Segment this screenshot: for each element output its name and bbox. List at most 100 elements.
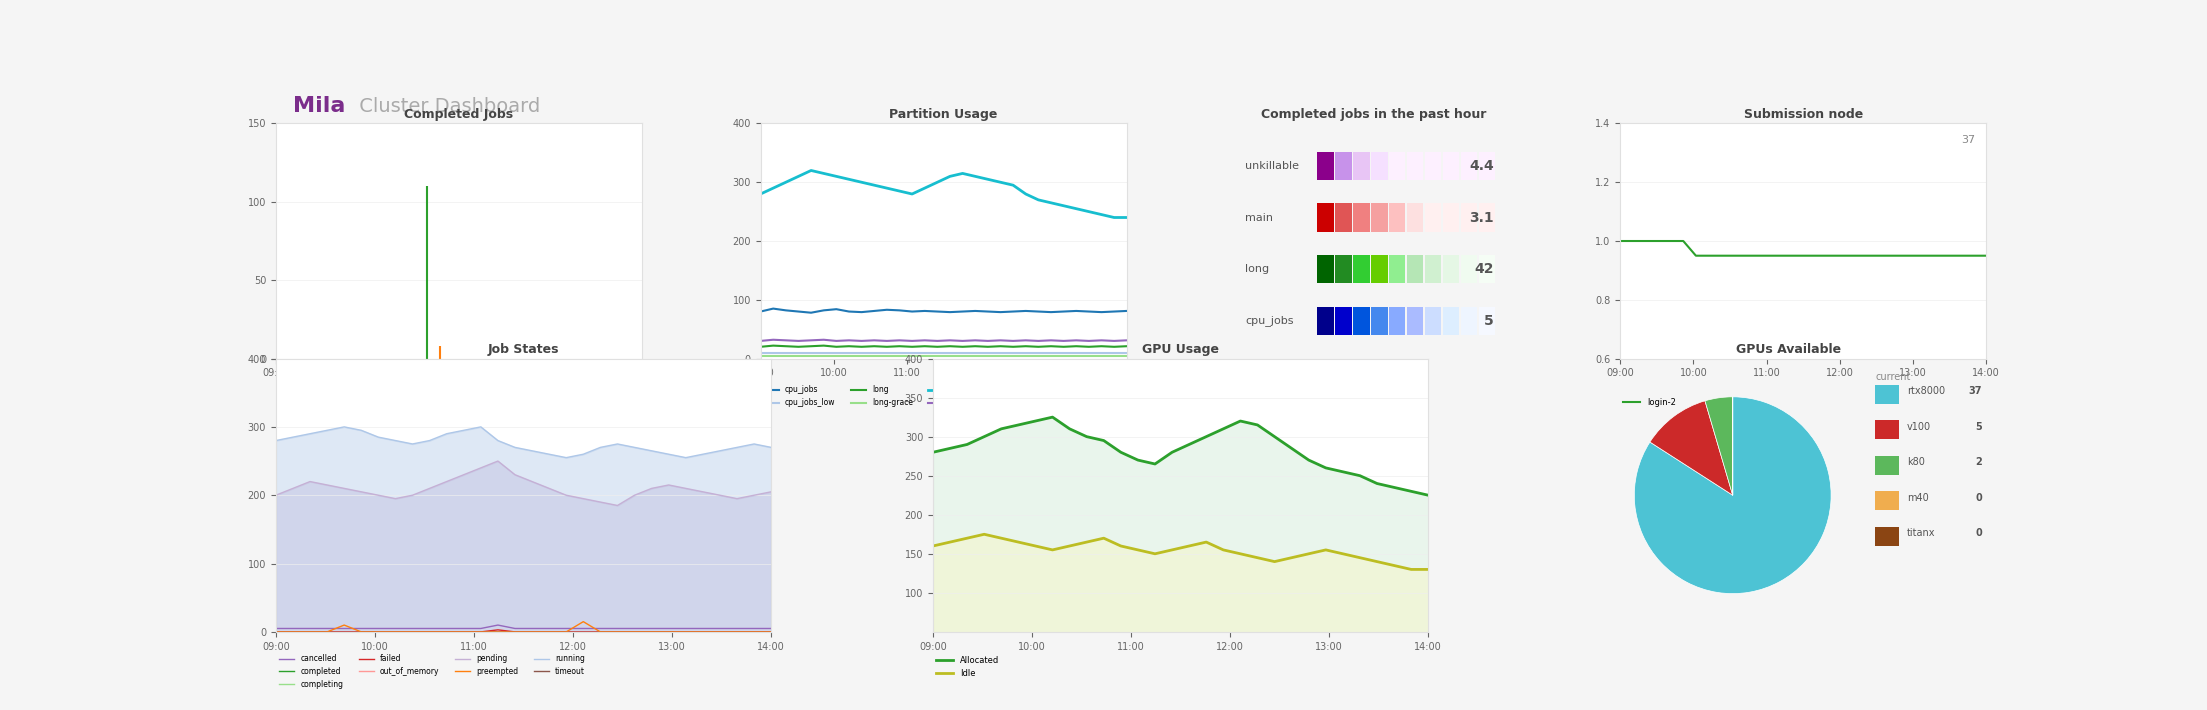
FancyBboxPatch shape: [1353, 255, 1371, 283]
cpu_jobs_low: [925, 349, 951, 357]
FancyBboxPatch shape: [1443, 307, 1459, 335]
completing: [587, 628, 614, 636]
login-2: [1847, 251, 1874, 260]
main: [887, 187, 914, 195]
out_of_memory: [486, 628, 512, 636]
unkillable: [861, 336, 887, 344]
login-2: [1885, 251, 1911, 260]
out_of_memory: [689, 628, 715, 636]
out_of_memory: [757, 628, 783, 636]
Text: long: long: [1245, 264, 1269, 274]
FancyBboxPatch shape: [1388, 255, 1406, 283]
completed: [450, 628, 477, 636]
failed: [742, 628, 768, 636]
Text: k80: k80: [1907, 457, 1925, 467]
failed: [724, 628, 750, 636]
out_of_memory: [349, 628, 375, 636]
running: [433, 430, 459, 438]
unkillable: [1037, 336, 1064, 344]
Legend: Allocated, Idle: Allocated, Idle: [934, 652, 1002, 681]
completing: [569, 628, 596, 636]
Idle: [1296, 550, 1322, 558]
Allocated: [1022, 417, 1048, 425]
completed: [706, 628, 733, 636]
cpu_jobs: [786, 307, 812, 316]
cancelled: [742, 624, 768, 633]
completing: [296, 628, 322, 636]
FancyBboxPatch shape: [1426, 152, 1441, 180]
Text: main: main: [1245, 212, 1273, 222]
preempted: [433, 628, 459, 636]
cpu_jobs_low: [962, 349, 989, 357]
login-2: [1746, 251, 1772, 260]
failed: [349, 628, 375, 636]
pending: [399, 491, 426, 500]
pending: [622, 491, 649, 500]
cancelled: [536, 624, 563, 633]
completed: [382, 628, 408, 636]
pending: [263, 491, 289, 500]
cpu_jobs: [1101, 307, 1128, 316]
unkillable: [836, 336, 863, 344]
cancelled: [433, 624, 459, 633]
login-2: [1671, 236, 1697, 245]
running: [349, 426, 375, 435]
running: [622, 443, 649, 452]
unkillable: [1101, 337, 1128, 345]
completed: [622, 628, 649, 636]
timeout: [417, 628, 444, 636]
completing: [382, 628, 408, 636]
long: [1013, 342, 1039, 351]
running: [554, 454, 580, 462]
timeout: [622, 628, 649, 636]
main: [874, 184, 900, 192]
Idle: [1141, 550, 1168, 558]
Idle: [1245, 554, 1271, 562]
Idle: [1073, 538, 1099, 547]
completed: [536, 628, 563, 636]
cpu_jobs: [1000, 307, 1026, 316]
cancelled: [417, 624, 444, 633]
Text: 42: 42: [1474, 262, 1494, 276]
FancyBboxPatch shape: [1353, 203, 1371, 231]
out_of_memory: [296, 628, 322, 636]
FancyBboxPatch shape: [1371, 307, 1388, 335]
cpu_jobs_low: [874, 349, 900, 357]
failed: [622, 628, 649, 636]
main: [772, 178, 799, 187]
long: [1101, 342, 1128, 351]
failed: [280, 628, 307, 636]
timeout: [554, 628, 580, 636]
completing: [519, 628, 545, 636]
long-grace: [949, 351, 975, 360]
long: [823, 342, 850, 351]
cpu_jobs: [936, 308, 962, 317]
pending: [486, 457, 512, 465]
long-grace: [772, 351, 799, 360]
Allocated: [953, 440, 980, 449]
completed: [605, 628, 631, 636]
completed: [742, 628, 768, 636]
long-grace: [836, 351, 863, 360]
pending: [364, 491, 391, 500]
main: [799, 166, 825, 175]
main: [1037, 199, 1064, 207]
failed: [433, 628, 459, 636]
failed: [382, 628, 408, 636]
Allocated: [1382, 483, 1408, 491]
cpu_jobs: [799, 308, 825, 317]
pending: [296, 477, 322, 486]
unkillable: [759, 336, 786, 344]
main: [1088, 210, 1115, 219]
cancelled: [263, 624, 289, 633]
out_of_memory: [673, 628, 700, 636]
cancelled: [638, 624, 664, 633]
FancyBboxPatch shape: [1443, 203, 1459, 231]
Allocated: [1126, 456, 1152, 464]
pending: [587, 498, 614, 506]
cancelled: [757, 624, 783, 633]
unkillable: [1088, 336, 1115, 344]
completing: [331, 628, 358, 636]
preempted: [501, 628, 527, 636]
timeout: [280, 628, 307, 636]
